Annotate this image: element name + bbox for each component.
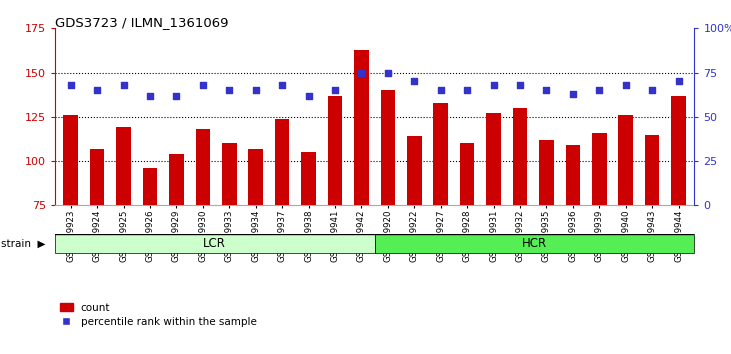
Bar [196, 129, 210, 205]
Point [646, 87, 658, 93]
Bar [275, 119, 289, 205]
Point [594, 87, 605, 93]
Bar [90, 149, 105, 205]
Point [355, 70, 367, 75]
Point [224, 87, 235, 93]
Bar [55, 234, 374, 253]
Point [461, 87, 473, 93]
Text: GDS3723 / ILMN_1361069: GDS3723 / ILMN_1361069 [55, 16, 228, 29]
Point [620, 82, 632, 88]
Bar [143, 168, 157, 205]
Point [118, 82, 129, 88]
Point [488, 82, 499, 88]
Point [329, 87, 341, 93]
Bar [460, 143, 474, 205]
Point [144, 93, 156, 98]
Point [250, 87, 262, 93]
Point [409, 79, 420, 84]
Point [276, 82, 288, 88]
Point [91, 87, 103, 93]
Bar [301, 152, 316, 205]
Point [197, 82, 208, 88]
Point [303, 93, 314, 98]
Bar [486, 113, 501, 205]
Point [673, 79, 684, 84]
Bar [539, 140, 553, 205]
Text: LCR: LCR [203, 237, 226, 250]
Bar [671, 96, 686, 205]
Point [382, 70, 394, 75]
Point [65, 82, 77, 88]
Bar [407, 136, 422, 205]
Bar [645, 135, 659, 205]
Bar [354, 50, 368, 205]
Bar [618, 115, 633, 205]
Bar [512, 108, 527, 205]
Text: HCR: HCR [522, 237, 547, 250]
Point [567, 91, 579, 97]
Point [435, 87, 447, 93]
Point [541, 87, 553, 93]
Point [514, 82, 526, 88]
Bar [592, 133, 607, 205]
Bar [116, 127, 131, 205]
Bar [374, 234, 694, 253]
Bar [64, 115, 78, 205]
Bar [433, 103, 448, 205]
Legend: count, percentile rank within the sample: count, percentile rank within the sample [60, 303, 257, 327]
Text: strain  ▶: strain ▶ [1, 239, 46, 249]
Bar [222, 143, 237, 205]
Bar [327, 96, 342, 205]
Bar [169, 154, 183, 205]
Point [170, 93, 182, 98]
Bar [381, 90, 395, 205]
Bar [566, 145, 580, 205]
Bar [249, 149, 263, 205]
